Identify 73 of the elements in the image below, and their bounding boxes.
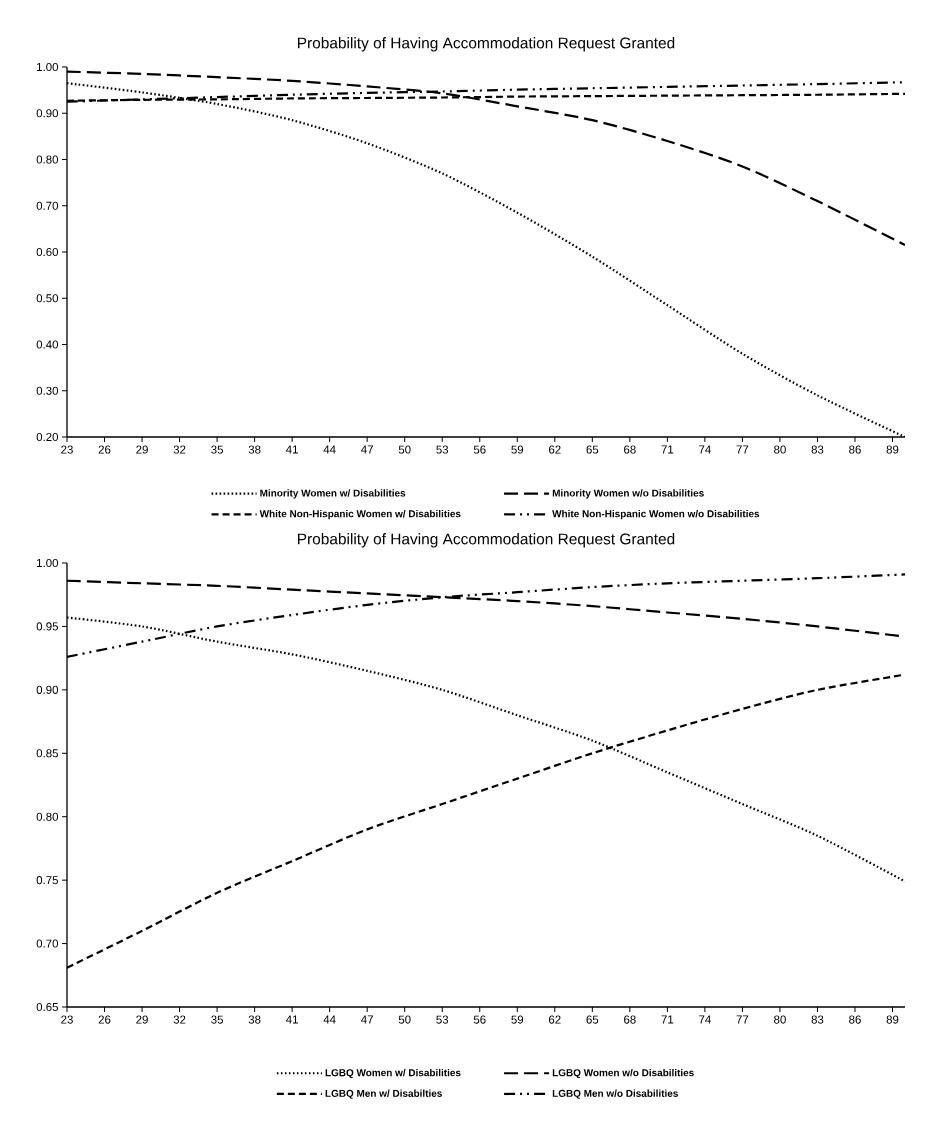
legend-label: Minority Women w/ Disabilities: [260, 489, 406, 499]
y-tick-label: 0.60: [36, 247, 59, 257]
x-tick-label: 23: [61, 1015, 73, 1024]
x-tick-label: 80: [774, 445, 786, 454]
x-tick-label: 53: [436, 445, 449, 454]
x-tick-label: 71: [661, 1015, 674, 1024]
y-tick-label: 0.80: [36, 155, 59, 164]
y-tick-label: 0.90: [36, 685, 59, 694]
y-tick-label: 0.75: [36, 876, 58, 885]
x-tick-label: 32: [173, 1015, 186, 1024]
x-tick-label: 41: [286, 445, 298, 454]
legend-label: LGBQ Women w/ Disabilities: [325, 1068, 461, 1079]
x-tick-label: 38: [248, 1015, 261, 1024]
x-tick-label: 26: [98, 1015, 111, 1024]
x-tick-label: 89: [886, 1015, 899, 1024]
y-tick-label: 1.00: [37, 558, 59, 568]
x-tick-label: 29: [136, 445, 148, 454]
x-tick-label: 56: [473, 445, 486, 454]
x-tick-label: 47: [361, 1015, 373, 1024]
x-tick-label: 59: [511, 445, 524, 454]
x-tick-label: 89: [886, 445, 899, 454]
x-tick-label: 38: [248, 445, 261, 454]
y-tick-label: 0.50: [36, 294, 59, 303]
legend-label: White Non-Hispanic Women w/ Disabilities: [259, 509, 461, 520]
legend-label: LGBQ Men w/o Disabilities: [552, 1089, 678, 1099]
y-tick-label: 0.90: [36, 109, 59, 118]
x-tick-label: 35: [211, 445, 223, 454]
y-tick-label: 0.85: [36, 749, 58, 758]
legend-label: White Non-Hispanic Women w/o Disabilities: [552, 509, 760, 520]
y-tick-label: 0.80: [36, 812, 59, 821]
chart-title: Probability of Having Accommodation Request Granted: [298, 37, 675, 52]
y-tick-label: 0.20: [36, 432, 59, 442]
x-tick-label: 29: [136, 1015, 148, 1024]
x-tick-label: 77: [736, 445, 749, 454]
x-tick-label: 86: [849, 1015, 861, 1024]
x-tick-label: 62: [549, 445, 561, 454]
y-tick-label: 0.65: [36, 1002, 58, 1012]
x-tick-label: 35: [211, 1015, 223, 1024]
x-tick-label: 50: [398, 445, 411, 454]
x-tick-label: 56: [473, 1015, 486, 1024]
legend-label: LGBQ Women w/o Disabilities: [552, 1068, 694, 1079]
x-tick-label: 77: [736, 1015, 749, 1024]
x-tick-label: 41: [286, 1015, 298, 1024]
x-tick-label: 44: [323, 1015, 336, 1024]
x-tick-label: 26: [98, 445, 111, 454]
x-tick-label: 32: [173, 445, 186, 454]
x-tick-label: 83: [811, 1015, 824, 1024]
x-tick-label: 53: [436, 1015, 449, 1024]
x-tick-label: 68: [624, 445, 636, 454]
x-tick-label: 68: [624, 1015, 636, 1024]
x-tick-label: 62: [549, 1015, 561, 1024]
x-tick-label: 74: [699, 1015, 711, 1024]
x-tick-label: 74: [699, 445, 711, 454]
y-tick-label: 0.70: [36, 939, 59, 948]
x-tick-label: 44: [323, 445, 336, 454]
legend-label: Minority Women w/o Disabilities: [552, 489, 704, 499]
legend-label: LGBQ Men w/ Disabilties: [325, 1089, 442, 1099]
y-tick-label: 0.70: [36, 201, 59, 210]
x-tick-label: 47: [361, 445, 373, 454]
y-tick-label: 0.40: [36, 340, 59, 349]
x-tick-label: 71: [661, 445, 674, 454]
x-tick-label: 50: [398, 1015, 411, 1024]
y-tick-label: 1.00: [37, 62, 59, 72]
x-tick-label: 23: [61, 445, 73, 454]
chart-title: Probability of Having Accommodation Request Granted: [298, 533, 675, 548]
x-tick-label: 65: [586, 1015, 599, 1024]
y-tick-label: 0.95: [36, 622, 58, 631]
x-tick-label: 80: [774, 1015, 786, 1024]
x-tick-label: 59: [511, 1015, 524, 1024]
x-tick-label: 86: [849, 445, 861, 454]
x-tick-label: 65: [586, 445, 599, 454]
y-tick-label: 0.30: [36, 386, 59, 395]
x-tick-label: 83: [811, 445, 824, 454]
